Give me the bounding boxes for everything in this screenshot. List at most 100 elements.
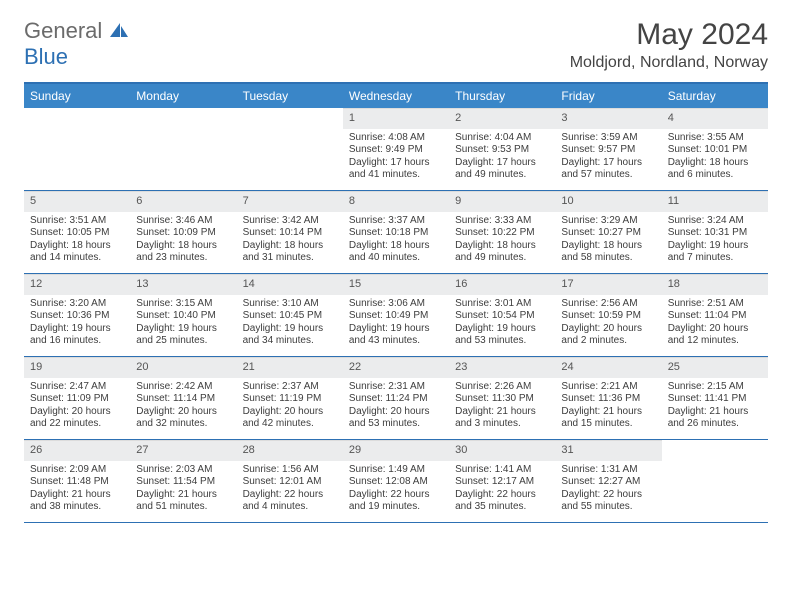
sunrise-text: Sunrise: 2:15 AM [668, 381, 762, 394]
day-cell: 30Sunrise: 1:41 AMSunset: 12:17 AMDaylig… [449, 440, 555, 522]
week-row: 1Sunrise: 4:08 AMSunset: 9:49 PMDaylight… [24, 108, 768, 191]
sunrise-text: Sunrise: 3:51 AM [30, 215, 124, 228]
day-details: Sunrise: 3:51 AMSunset: 10:05 PMDaylight… [24, 212, 130, 269]
sunset-text: Sunset: 12:27 AM [561, 476, 655, 489]
sunset-text: Sunset: 10:40 PM [136, 310, 230, 323]
day-number: 10 [555, 191, 661, 212]
day-cell [130, 108, 236, 190]
day-number: 18 [662, 274, 768, 295]
day-cell: 16Sunrise: 3:01 AMSunset: 10:54 PMDaylig… [449, 274, 555, 356]
day-cell [24, 108, 130, 190]
day-cell: 22Sunrise: 2:31 AMSunset: 11:24 PMDaylig… [343, 357, 449, 439]
sunset-text: Sunset: 11:30 PM [455, 393, 549, 406]
day-details: Sunrise: 1:49 AMSunset: 12:08 AMDaylight… [343, 461, 449, 518]
sunrise-text: Sunrise: 2:31 AM [349, 381, 443, 394]
day-details: Sunrise: 3:06 AMSunset: 10:49 PMDaylight… [343, 295, 449, 352]
page-header: General Blue May 2024 Moldjord, Nordland… [24, 18, 768, 72]
day-details: Sunrise: 3:15 AMSunset: 10:40 PMDaylight… [130, 295, 236, 352]
logo-text: General Blue [24, 18, 129, 70]
day-number: 31 [555, 440, 661, 461]
daylight-text: Daylight: 18 hours and 23 minutes. [136, 240, 230, 265]
week-row: 12Sunrise: 3:20 AMSunset: 10:36 PMDaylig… [24, 274, 768, 357]
daylight-text: Daylight: 17 hours and 49 minutes. [455, 157, 549, 182]
day-details: Sunrise: 2:37 AMSunset: 11:19 PMDaylight… [237, 378, 343, 435]
day-number: 4 [662, 108, 768, 129]
daylight-text: Daylight: 18 hours and 31 minutes. [243, 240, 337, 265]
day-number: 20 [130, 357, 236, 378]
sunset-text: Sunset: 10:14 PM [243, 227, 337, 240]
day-cell: 15Sunrise: 3:06 AMSunset: 10:49 PMDaylig… [343, 274, 449, 356]
day-details: Sunrise: 4:08 AMSunset: 9:49 PMDaylight:… [343, 129, 449, 186]
sunrise-text: Sunrise: 3:01 AM [455, 298, 549, 311]
day-details: Sunrise: 2:42 AMSunset: 11:14 PMDaylight… [130, 378, 236, 435]
daylight-text: Daylight: 21 hours and 26 minutes. [668, 406, 762, 431]
sunset-text: Sunset: 11:48 PM [30, 476, 124, 489]
sunrise-text: Sunrise: 3:46 AM [136, 215, 230, 228]
sunrise-text: Sunrise: 3:20 AM [30, 298, 124, 311]
day-cell: 3Sunrise: 3:59 AMSunset: 9:57 PMDaylight… [555, 108, 661, 190]
day-details: Sunrise: 2:56 AMSunset: 10:59 PMDaylight… [555, 295, 661, 352]
day-cell: 1Sunrise: 4:08 AMSunset: 9:49 PMDaylight… [343, 108, 449, 190]
sunrise-text: Sunrise: 2:47 AM [30, 381, 124, 394]
sunset-text: Sunset: 10:18 PM [349, 227, 443, 240]
daylight-text: Daylight: 18 hours and 49 minutes. [455, 240, 549, 265]
month-title: May 2024 [570, 18, 768, 52]
daylight-text: Daylight: 21 hours and 3 minutes. [455, 406, 549, 431]
day-number: 8 [343, 191, 449, 212]
daylight-text: Daylight: 19 hours and 7 minutes. [668, 240, 762, 265]
sunrise-text: Sunrise: 2:37 AM [243, 381, 337, 394]
daylight-text: Daylight: 17 hours and 41 minutes. [349, 157, 443, 182]
day-cell: 25Sunrise: 2:15 AMSunset: 11:41 PMDaylig… [662, 357, 768, 439]
sunset-text: Sunset: 9:49 PM [349, 144, 443, 157]
day-number: 28 [237, 440, 343, 461]
day-number [24, 108, 130, 115]
day-details [130, 115, 236, 122]
title-block: May 2024 Moldjord, Nordland, Norway [570, 18, 768, 72]
daylight-text: Daylight: 19 hours and 34 minutes. [243, 323, 337, 348]
day-details: Sunrise: 2:03 AMSunset: 11:54 PMDaylight… [130, 461, 236, 518]
day-cell: 27Sunrise: 2:03 AMSunset: 11:54 PMDaylig… [130, 440, 236, 522]
day-details: Sunrise: 4:04 AMSunset: 9:53 PMDaylight:… [449, 129, 555, 186]
day-details: Sunrise: 2:47 AMSunset: 11:09 PMDaylight… [24, 378, 130, 435]
day-number: 29 [343, 440, 449, 461]
daylight-text: Daylight: 19 hours and 43 minutes. [349, 323, 443, 348]
day-cell: 24Sunrise: 2:21 AMSunset: 11:36 PMDaylig… [555, 357, 661, 439]
day-details [662, 447, 768, 454]
sunrise-text: Sunrise: 1:49 AM [349, 464, 443, 477]
sunrise-text: Sunrise: 2:03 AM [136, 464, 230, 477]
sunrise-text: Sunrise: 2:09 AM [30, 464, 124, 477]
sunrise-text: Sunrise: 3:59 AM [561, 132, 655, 145]
day-details [237, 115, 343, 122]
day-number: 24 [555, 357, 661, 378]
weeks-container: 1Sunrise: 4:08 AMSunset: 9:49 PMDaylight… [24, 108, 768, 523]
day-details: Sunrise: 2:21 AMSunset: 11:36 PMDaylight… [555, 378, 661, 435]
sunrise-text: Sunrise: 4:08 AM [349, 132, 443, 145]
day-number: 14 [237, 274, 343, 295]
day-details: Sunrise: 1:41 AMSunset: 12:17 AMDaylight… [449, 461, 555, 518]
weekday-header: Friday [555, 84, 661, 108]
day-number: 30 [449, 440, 555, 461]
day-number: 11 [662, 191, 768, 212]
calendar-page: General Blue May 2024 Moldjord, Nordland… [0, 0, 792, 541]
daylight-text: Daylight: 19 hours and 25 minutes. [136, 323, 230, 348]
logo-sail-icon [109, 25, 129, 42]
day-details: Sunrise: 3:42 AMSunset: 10:14 PMDaylight… [237, 212, 343, 269]
sunset-text: Sunset: 10:54 PM [455, 310, 549, 323]
day-details: Sunrise: 3:46 AMSunset: 10:09 PMDaylight… [130, 212, 236, 269]
day-number: 1 [343, 108, 449, 129]
day-number: 13 [130, 274, 236, 295]
day-cell: 31Sunrise: 1:31 AMSunset: 12:27 AMDaylig… [555, 440, 661, 522]
sunrise-text: Sunrise: 2:51 AM [668, 298, 762, 311]
day-details: Sunrise: 3:33 AMSunset: 10:22 PMDaylight… [449, 212, 555, 269]
day-details: Sunrise: 1:56 AMSunset: 12:01 AMDaylight… [237, 461, 343, 518]
sunrise-text: Sunrise: 1:56 AM [243, 464, 337, 477]
sunrise-text: Sunrise: 3:15 AM [136, 298, 230, 311]
day-cell: 2Sunrise: 4:04 AMSunset: 9:53 PMDaylight… [449, 108, 555, 190]
sunrise-text: Sunrise: 3:29 AM [561, 215, 655, 228]
daylight-text: Daylight: 22 hours and 35 minutes. [455, 489, 549, 514]
sunrise-text: Sunrise: 2:42 AM [136, 381, 230, 394]
day-number: 6 [130, 191, 236, 212]
sunrise-text: Sunrise: 3:55 AM [668, 132, 762, 145]
calendar: Sunday Monday Tuesday Wednesday Thursday… [24, 82, 768, 523]
daylight-text: Daylight: 22 hours and 19 minutes. [349, 489, 443, 514]
